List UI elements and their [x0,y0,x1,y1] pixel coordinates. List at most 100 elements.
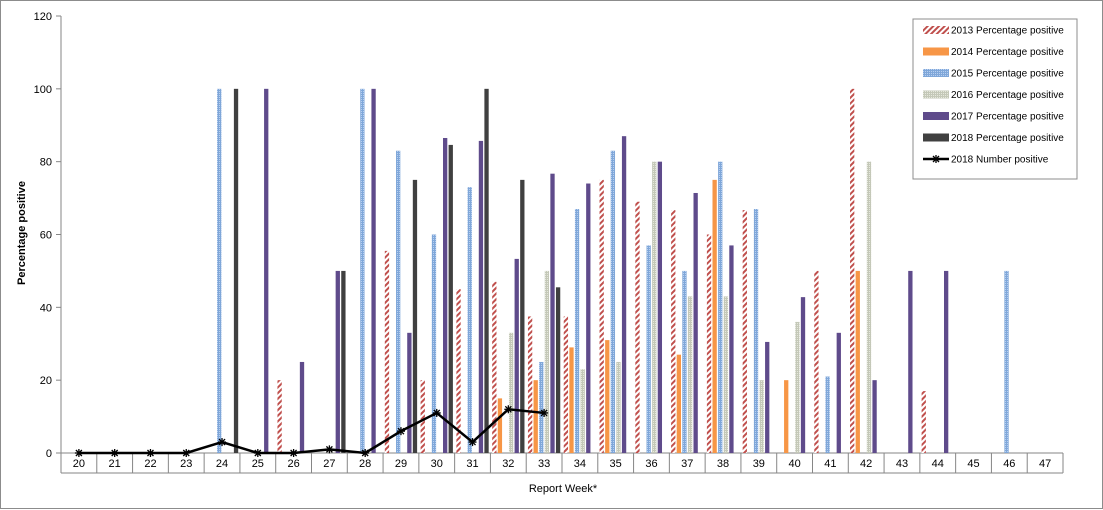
axis-labels: Percentage positive Report Week* [16,181,598,495]
bar-2018-pct-week-33 [555,287,561,453]
legend-swatch [923,26,949,34]
legend-label: 2017 Percentage positive [951,112,1064,123]
legend-swatch [923,90,949,99]
x-tick-label: 32 [502,458,514,470]
legend-label: 2016 Percentage positive [951,90,1064,101]
bar-2017-pct-week-37 [693,192,698,454]
bar-2017-pct-week-42 [872,380,877,453]
y-tick-label: 0 [46,448,52,460]
bar-2015-pct-week-33 [539,361,544,453]
bar-2017-pct-week-35 [621,136,627,454]
bar-2015-pct-week-36 [646,245,651,453]
asterisk-marker [74,449,83,457]
y-tick-label: 100 [34,84,52,96]
legend-item: 2015 Percentage positive [923,69,1064,80]
bar-2013-pct-week-34 [563,316,569,453]
bar-2016-pct-week-35 [616,361,621,453]
bar-2015-pct-week-46 [1004,270,1009,453]
asterisk-marker [361,449,370,457]
bar-2017-pct-week-33 [550,173,555,453]
bar-2013-pct-week-30 [420,380,425,453]
bar-2013-pct-week-31 [456,289,461,453]
asterisk-stroke [433,409,441,417]
x-tick-label: 23 [180,458,192,470]
bar-2017-pct-week-27 [335,270,340,453]
bar-2013-pct-week-38 [706,234,712,453]
x-tick-label: 24 [216,458,228,470]
bar-2018-pct-week-24 [233,88,239,453]
bar-2015-pct-week-29 [396,150,401,453]
x-tick-label: 27 [323,458,335,470]
y-tick-label: 20 [40,375,52,387]
bar-2017-pct-week-26 [299,361,305,453]
y-tick-label: 60 [40,230,52,242]
x-tick-label: 45 [967,458,979,470]
asterisk-marker [253,449,262,457]
bar-2013-pct-week-44 [921,391,926,453]
legend-box [912,18,1078,180]
bar-2013-pct-week-36 [635,201,640,453]
bar-2017-pct-week-40 [800,297,806,453]
bar-2017-pct-week-43 [908,270,913,453]
bar-2016-pct-week-42 [866,161,872,453]
legend-label: 2015 Percentage positive [951,69,1064,80]
asterisk-stroke [932,155,940,163]
bar-2014-pct-week-40 [784,380,789,453]
bar-2015-pct-week-30 [431,234,437,453]
bar-2015-pct-week-24 [217,88,222,453]
y-tick-label: 120 [34,11,52,23]
legend-swatch [923,47,949,56]
bar-2014-pct-week-34 [569,347,574,453]
x-tick-label: 47 [1039,458,1051,470]
x-tick-label: 44 [932,458,944,470]
x-tick-label: 43 [896,458,908,470]
bar-2015-pct-week-35 [610,150,616,453]
bar-2018-pct-week-30 [448,144,453,454]
bar-2014-pct-week-38 [712,179,717,453]
asterisk-marker [218,438,227,447]
x-tick-label: 26 [287,458,299,470]
bar-2017-pct-week-31 [478,140,484,453]
asterisk-stroke [504,405,512,413]
bar-2015-pct-week-34 [574,209,580,453]
bar-2015-pct-week-37 [682,270,687,453]
asterisk-stroke [254,449,262,457]
bar-2017-pct-week-34 [586,183,591,453]
bar-2018-pct-week-31 [484,88,489,453]
legend-swatch [923,112,949,120]
x-tick-label: 42 [860,458,872,470]
bar-2017-pct-week-29 [407,332,412,453]
axes: 0 20 40 60 80 100 120 20 21 22 23 24 25 26 27 28 29 30 31 3… [34,11,1064,474]
x-tick-label: 37 [681,458,693,470]
bar-2017-pct-week-28 [371,88,376,453]
y-tick-label: 80 [40,157,52,169]
bar-2016-pct-week-34 [580,369,585,453]
bar-2016-pct-week-38 [723,296,728,453]
line-2018-number-positive [78,407,545,455]
legend-item: 2016 Percentage positive [923,90,1064,101]
x-tick-label: 31 [466,458,478,470]
x-tick-label: 39 [753,458,765,470]
bar-2015-pct-week-28 [360,88,365,453]
bar-2017-pct-week-44 [944,270,949,453]
asterisk-marker [396,427,405,436]
bar-2013-pct-week-32 [492,281,497,453]
bar-2017-pct-week-30 [443,137,448,453]
asterisk-stroke [397,427,405,435]
x-tick-label: 25 [252,458,264,470]
x-tick-label: 40 [788,458,800,470]
legend-label: 2014 Percentage positive [951,47,1064,58]
asterisk-stroke [469,438,476,446]
asterisk-stroke [182,449,190,457]
bar-2017-pct-week-39 [765,341,770,453]
asterisk-marker [289,449,298,457]
asterisk-marker [432,408,441,417]
x-tick-label: 20 [73,458,85,470]
bar-2013-pct-week-39 [742,210,747,453]
bar-2016-pct-week-37 [687,296,693,453]
bar-2015-pct-week-39 [753,209,759,453]
bar-2017-pct-week-38 [729,245,734,453]
bars [217,88,1009,454]
bar-2014-pct-week-35 [605,340,610,453]
